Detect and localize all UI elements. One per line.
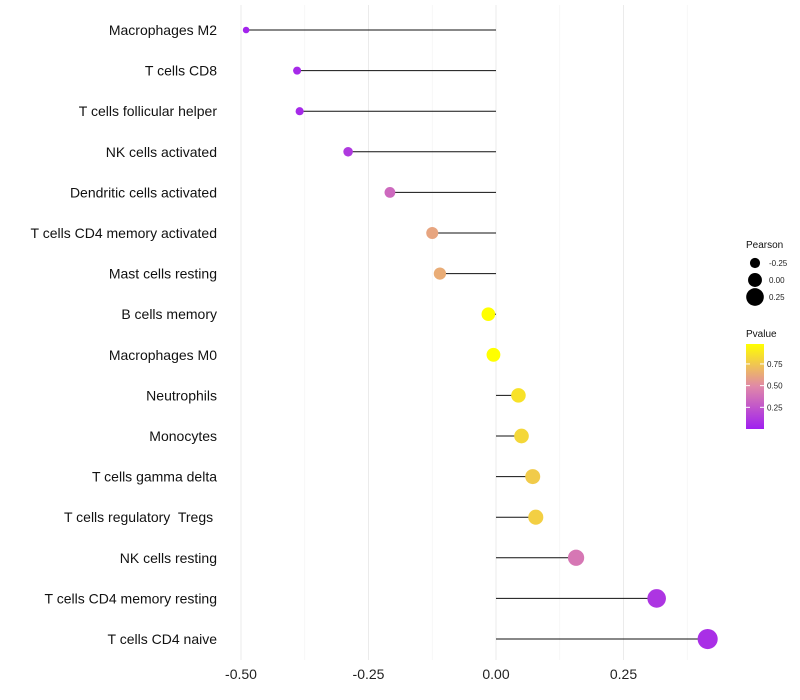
data-point xyxy=(528,509,544,525)
legend-size-label: 0.00 xyxy=(769,276,785,285)
legend-size-label: -0.25 xyxy=(769,259,788,268)
x-tick-label: 0.25 xyxy=(610,666,637,682)
y-axis-label: Dendritic cells activated xyxy=(70,184,217,200)
data-point xyxy=(295,107,304,116)
y-axis-label: Monocytes xyxy=(149,428,217,444)
data-point xyxy=(511,388,526,403)
y-axis-label: Macrophages M0 xyxy=(109,347,217,363)
legend-size-items: -0.25 0.00 0.25 xyxy=(746,257,788,306)
y-axis-label: T cells CD4 memory resting xyxy=(45,590,217,606)
y-axis-label: Mast cells resting xyxy=(109,266,217,282)
legend-size-label: 0.25 xyxy=(769,293,785,302)
y-axis-label: T cells CD4 naive xyxy=(108,631,218,647)
data-point xyxy=(343,147,353,157)
data-point xyxy=(514,428,529,444)
data-point xyxy=(486,347,501,362)
data-point xyxy=(426,226,439,240)
data-point xyxy=(525,469,541,485)
legend-color-label: 0.25 xyxy=(767,403,783,412)
data-point xyxy=(481,307,496,322)
data-point xyxy=(384,187,396,198)
y-axis-label: T cells CD8 xyxy=(145,63,217,79)
data-point xyxy=(697,628,718,650)
lollipop-stems xyxy=(246,29,708,640)
y-axis-label: NK cells activated xyxy=(106,144,217,160)
data-point xyxy=(647,589,666,608)
data-point xyxy=(567,549,585,566)
y-axis-label: T cells follicular helper xyxy=(79,103,218,119)
data-point xyxy=(433,267,447,280)
legend-size-dot xyxy=(749,257,761,269)
lollipop-points xyxy=(242,26,718,650)
x-axis-tick-labels: -0.50 -0.25 0.00 0.25 xyxy=(225,666,637,682)
y-axis-label: NK cells resting xyxy=(120,550,217,566)
y-axis-label: Neutrophils xyxy=(146,387,217,403)
vertical-gridlines xyxy=(240,5,688,660)
y-axis-label: T cells gamma delta xyxy=(92,469,217,485)
legend-color-ticks: 0.75 0.50 0.25 xyxy=(746,360,783,412)
legend-color-label: 0.75 xyxy=(767,360,783,369)
legend-colorbar xyxy=(746,344,764,429)
x-tick-label: -0.25 xyxy=(353,666,385,682)
legend-size-dot xyxy=(748,273,762,287)
legend-color-title: Pvalue xyxy=(746,329,777,340)
y-axis-labels: Macrophages M2 T cells CD8 T cells follicu… xyxy=(31,22,218,647)
data-point xyxy=(242,26,250,34)
legend-color-label: 0.50 xyxy=(767,382,783,391)
legend-size-title: Pearson xyxy=(746,240,783,251)
y-axis-label: Macrophages M2 xyxy=(109,22,217,38)
x-tick-label: -0.50 xyxy=(225,666,257,682)
data-point xyxy=(293,66,302,75)
x-tick-label: 0.00 xyxy=(482,666,509,682)
y-axis-label: T cells CD4 memory activated xyxy=(31,225,217,241)
y-axis-label: B cells memory xyxy=(121,306,217,322)
legend: Pearson -0.25 0.00 0.25 Pvalue 0.75 0.50 0.2… xyxy=(746,240,788,429)
legend-size-dot xyxy=(746,288,764,306)
y-axis-label: T cells regulatory Tregs xyxy=(64,509,217,525)
